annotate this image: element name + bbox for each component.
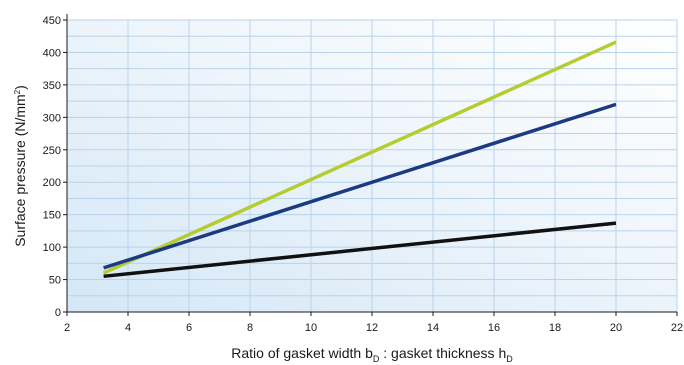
- tick-labels: 0 50 100 150 200 250 300 350 400 450 2 4 6 8 10 12 14 16 1…: [43, 15, 683, 334]
- y-axis-title: Surface pressure (N/mm2): [12, 85, 28, 247]
- y-tick-label: 150: [43, 210, 61, 222]
- y-tick-label: 100: [43, 242, 61, 254]
- y-tick-label: 50: [49, 275, 61, 287]
- series-lines: [102, 40, 617, 279]
- y-tick-label: 350: [43, 80, 61, 92]
- series-line-3: [103, 221, 617, 279]
- x-tick-label: 8: [247, 322, 253, 334]
- x-tick-label: 10: [305, 322, 317, 334]
- x-tick-label: 18: [549, 322, 561, 334]
- y-tick-label: 200: [43, 177, 61, 189]
- x-tick-label: 2: [64, 322, 70, 334]
- x-axis-title: Ratio of gasket width bD : gasket thickn…: [231, 345, 513, 364]
- x-tick-label: 22: [671, 322, 683, 334]
- x-tick-label: 14: [427, 322, 439, 334]
- series-line-1: [102, 40, 617, 275]
- y-tick-label: 250: [43, 145, 61, 157]
- y-tick-label: 0: [55, 307, 61, 319]
- axes: [63, 14, 678, 316]
- x-tick-label: 16: [488, 322, 500, 334]
- y-tick-label: 450: [43, 15, 61, 27]
- x-tick-label: 6: [186, 322, 192, 334]
- series-line-2: [103, 102, 617, 270]
- x-tick-label: 20: [610, 322, 622, 334]
- x-tick-label: 4: [125, 322, 131, 334]
- y-tick-label: 400: [43, 47, 61, 59]
- x-tick-label: 12: [366, 322, 378, 334]
- y-tick-label: 300: [43, 112, 61, 124]
- grid: [67, 19, 678, 312]
